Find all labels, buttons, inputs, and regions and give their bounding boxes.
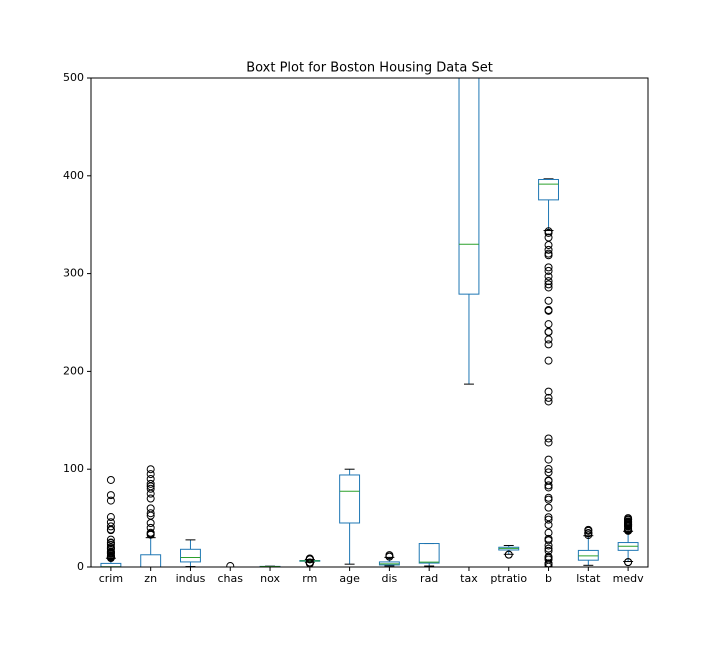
x-tick-label: dis: [382, 572, 398, 585]
y-tick-label: 500: [63, 71, 84, 84]
x-tick-label: crim: [99, 572, 123, 585]
y-tick-label: 0: [77, 560, 84, 573]
y-tick-label: 400: [63, 169, 84, 182]
y-tick-label: 300: [63, 267, 84, 280]
y-tick-label: 100: [63, 462, 84, 475]
x-tick-label: zn: [144, 572, 157, 585]
x-tick-label: age: [339, 572, 360, 585]
x-tick-label: tax: [460, 572, 478, 585]
x-tick-label: rm: [302, 572, 317, 585]
x-tick-label: b: [545, 572, 552, 585]
x-tick-label: medv: [613, 572, 644, 585]
x-tick-label: rad: [420, 572, 438, 585]
x-tick-label: nox: [260, 572, 280, 585]
x-tick-label: lstat: [576, 572, 601, 585]
x-tick-label: indus: [176, 572, 206, 585]
x-tick-label: chas: [218, 572, 244, 585]
x-tick-label: ptratio: [490, 572, 527, 585]
y-tick-label: 200: [63, 364, 84, 377]
chart-title: Boxt Plot for Boston Housing Data Set: [246, 61, 493, 76]
